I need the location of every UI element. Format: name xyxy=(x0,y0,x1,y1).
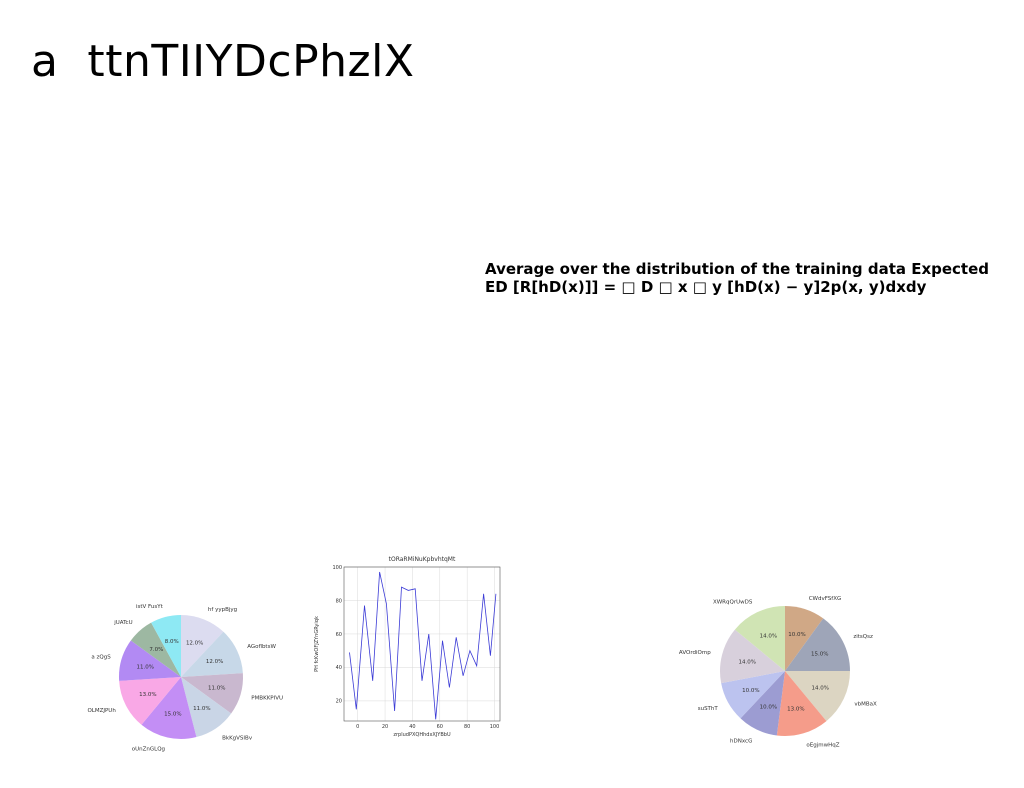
pie-right-slice-label: zitsQsz xyxy=(853,634,873,640)
line-chart-xtick-label: 0 xyxy=(356,724,359,730)
pie-left-pct-label: 12.0% xyxy=(186,640,203,646)
formula-block: Average over the distribution of the tra… xyxy=(485,260,1015,296)
pie-left-slice-label: PMBKKPIVU xyxy=(251,695,283,701)
line-chart-xtick-label: 40 xyxy=(409,724,415,730)
pie-right-slice-label: AVOrdiOmp xyxy=(679,650,711,656)
pie-chart-left-svg: 12.0% hf yypBjyg 12.0% AGoflbtsW 11.0% PMBKKP… xyxy=(87,604,283,752)
pie-left-slice xyxy=(181,677,232,738)
pie-left-pct-label: 15.0% xyxy=(164,711,181,717)
pie-left-pct-label: 7.0% xyxy=(149,647,163,653)
pie-right-slice xyxy=(734,606,785,671)
line-chart-title: tORaRMiNuKpbvhtqMt xyxy=(389,556,456,563)
line-chart-xtick-label: 60 xyxy=(437,724,443,730)
pie-right-slice-label: oEgjmwHqZ xyxy=(806,743,839,749)
pie-left-pct-label: 11.0% xyxy=(137,665,154,671)
pie-right-slice xyxy=(785,618,850,671)
pie-right-slice-label: CWdvFSfXG xyxy=(809,596,842,602)
pie-right-slice xyxy=(721,671,785,719)
pie-right-pct-label: 10.0% xyxy=(742,688,759,694)
pie-left-slice-label: BkKgVSIBv xyxy=(222,736,253,742)
line-chart-ytick-label: 20 xyxy=(336,699,342,705)
pie-right-pct-label: 14.0% xyxy=(812,686,829,692)
pie-right-slice xyxy=(785,671,850,722)
line-chart-ytick-label: 60 xyxy=(336,632,342,638)
pie-right-slice-label: suSThT xyxy=(698,706,719,712)
line-chart-svg: tORaRMiNuKpbvhtqMt 0 20 40 60 80 100 20 40 60 80 10… xyxy=(314,556,501,738)
pie-right-pct-label: 15.0% xyxy=(811,651,828,657)
pie-right-slice xyxy=(740,671,785,736)
line-chart-xtick-label: 20 xyxy=(382,724,388,730)
pie-left-pct-label: 11.0% xyxy=(193,706,210,712)
pie-right-slice-label: XWRqQrUwDS xyxy=(713,600,753,606)
line-chart-xtick-label: 80 xyxy=(464,724,470,730)
pie-left-slice-label: istV FusYt xyxy=(136,604,164,610)
pie-chart-right-svg: 10.0% CWdvFSfXG 15.0% zitsQsz 14.0% vbMBaX 13.… xyxy=(679,596,877,749)
pie-left-slice xyxy=(181,631,243,677)
pie-left-slice xyxy=(130,622,181,677)
pie-left-slice xyxy=(119,640,181,681)
line-chart-ylabel: PH fcKwOFJZYnGRyiqk xyxy=(314,616,320,672)
line-chart-ytick-label: 40 xyxy=(336,665,342,671)
pie-right-pct-label: 14.0% xyxy=(738,659,755,665)
page-title: a ttnTIIYDcPhzlX xyxy=(31,36,415,87)
pie-left-pct-label: 13.0% xyxy=(139,692,156,698)
pie-right-pct-label: 10.0% xyxy=(760,704,777,710)
line-chart-frame xyxy=(343,566,501,722)
pie-chart-right: 10.0% CWdvFSfXG 15.0% zitsQsz 14.0% vbMBaX 13.… xyxy=(672,578,902,768)
line-chart-xtick-label: 100 xyxy=(490,724,500,730)
pie-right-slice-label: vbMBaX xyxy=(854,702,877,708)
pie-right-pct-label: 14.0% xyxy=(760,634,777,640)
pie-left-pct-label: 12.0% xyxy=(206,659,223,665)
pie-left-slice xyxy=(181,673,243,714)
formula-line-2: ED [R[hD(x)]] = □ D □ x □ y [hD(x) − y]2… xyxy=(485,278,927,296)
pie-left-slice-label: oUnZnGLQg xyxy=(132,746,165,752)
pie-right-slice-label: hDNxcG xyxy=(730,738,752,744)
pie-chart-left: 12.0% hf yypBjyg 12.0% AGoflbtsW 11.0% PMBKKP… xyxy=(80,585,300,775)
pie-left-slice xyxy=(151,615,181,677)
pie-left-slice-label: AGoflbtsW xyxy=(247,644,276,650)
pie-right-pct-label: 13.0% xyxy=(787,706,804,712)
pie-left-slice xyxy=(141,677,197,739)
pie-left-slice-label: OLMZJPUh xyxy=(87,708,116,714)
pie-left-slice-label: hf yypBjyg xyxy=(208,607,237,613)
pie-left-slice-label: a zQgS xyxy=(91,655,111,661)
pie-right-slice xyxy=(720,629,785,684)
pie-left-slice xyxy=(181,615,224,677)
pie-left-pct-label: 11.0% xyxy=(208,685,225,691)
line-chart: tORaRMiNuKpbvhtqMt 0 20 40 60 80 100 20 40 60 80 10… xyxy=(300,550,510,745)
pie-right-slice xyxy=(776,671,827,736)
pie-left-pct-label: 8.0% xyxy=(165,639,179,645)
line-chart-ytick-label: 100 xyxy=(332,565,342,571)
line-chart-series xyxy=(349,571,497,720)
pie-right-pct-label: 10.0% xyxy=(788,632,805,638)
formula-line-1: Average over the distribution of the tra… xyxy=(485,260,990,278)
pie-right-slice xyxy=(785,606,824,671)
line-chart-xlabel: zrpludPXQHhdxXJYBbU xyxy=(393,732,451,738)
pie-left-slice xyxy=(119,677,181,725)
pie-left-slice-label: jUATcU xyxy=(113,620,132,626)
line-chart-ytick-label: 80 xyxy=(336,598,342,604)
